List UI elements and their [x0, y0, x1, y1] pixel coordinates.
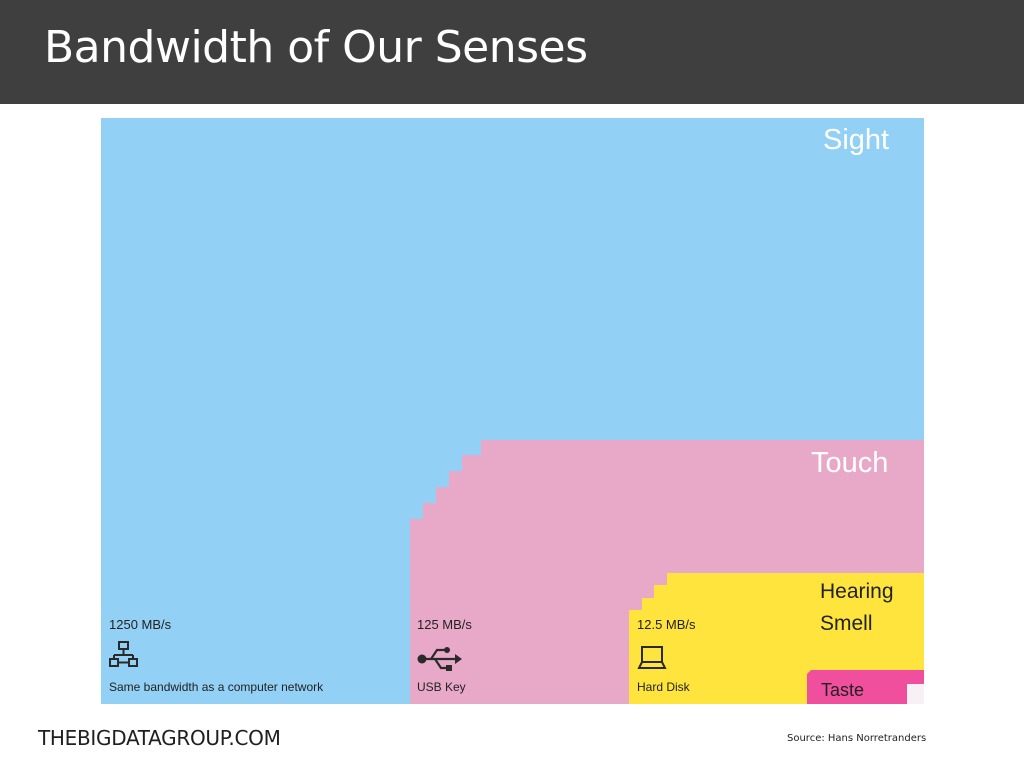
touch-label: Touch: [811, 447, 889, 479]
hard-disk-rate: 12.5 MB/s: [637, 617, 696, 632]
slide-title: Bandwidth of Our Senses: [44, 22, 588, 73]
sight-label: Sight: [823, 124, 890, 156]
title-bar: Bandwidth of Our Senses: [0, 0, 1024, 104]
usb-caption: USB Key: [417, 680, 466, 694]
source-credit: Source: Hans Norretranders: [787, 733, 927, 744]
hearing-label: Hearing: [820, 580, 894, 603]
diagram-canvas: [101, 118, 924, 704]
footer-site-name: THEBIGDATAGROUP.COM: [38, 726, 281, 750]
senses-bandwidth-diagram: Sight Touch Hearing Smell Taste 1250 MB/…: [101, 118, 924, 704]
taste-label: Taste: [821, 680, 865, 700]
network-icon: [109, 641, 138, 667]
taste-inner-highlight: [907, 684, 924, 704]
laptop-icon: [637, 646, 667, 669]
usb-rate: 125 MB/s: [417, 617, 472, 632]
network-rate: 1250 MB/s: [109, 617, 172, 632]
smell-label: Smell: [820, 612, 873, 635]
hard-disk-caption: Hard Disk: [637, 680, 690, 694]
usb-icon: [417, 647, 462, 671]
taste-region: [807, 670, 924, 704]
network-caption: Same bandwidth as a computer network: [109, 680, 324, 694]
